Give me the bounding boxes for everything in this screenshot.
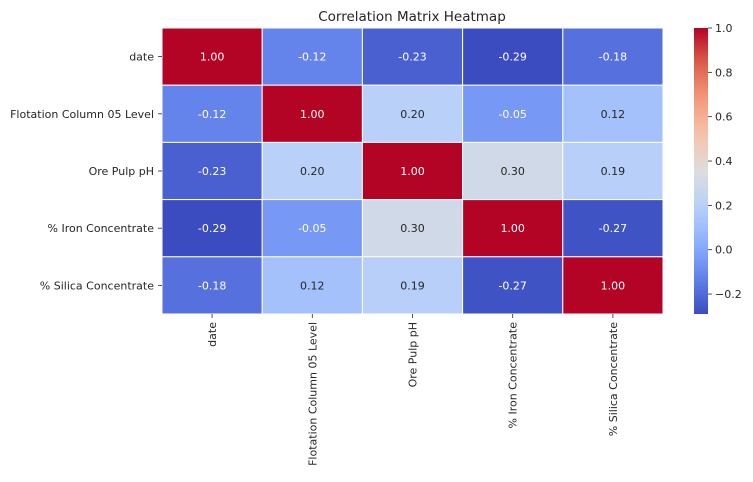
- cell-value-label: 1.00: [500, 222, 525, 235]
- heatmap-cell: [261, 199, 363, 258]
- heatmap-cell: [161, 27, 263, 86]
- cell-value-label: -0.29: [498, 51, 526, 64]
- colorbar-tick-label: 1.0: [715, 22, 733, 35]
- x-axis-ticks: date Flotation Column 05 Level Ore Pulp pH…: [206, 314, 620, 466]
- cell-value-label: 0.30: [500, 165, 525, 178]
- heatmap-cell: [361, 199, 464, 258]
- colorbar-tick-label: 0.0: [715, 244, 733, 257]
- cell-value-label: 1.00: [200, 51, 225, 64]
- y-axis-ticks: date Flotation Column 05 Level Ore Pulp pH…: [10, 51, 162, 292]
- cell-value-label: 0.30: [400, 222, 425, 235]
- colorbar: [694, 28, 708, 314]
- cell-value-label: -0.27: [599, 222, 627, 235]
- cell-value-label: -0.27: [498, 279, 526, 292]
- cell-value-label: 0.19: [601, 165, 626, 178]
- heatmap-cell: [161, 84, 263, 143]
- cell-value-label: -0.12: [298, 51, 326, 64]
- y-tick-label: Flotation Column 05 Level: [10, 108, 154, 121]
- cell-value-label: -0.12: [198, 108, 226, 121]
- y-tick-label: % Iron Concentrate: [48, 222, 155, 235]
- heatmap-cells: 1.00 -0.12 -0.23 -0.29 -0.18 -0.12 1.00 0.20 -0.…: [161, 27, 664, 315]
- colorbar-tick-label: 0.4: [715, 155, 733, 168]
- heatmap-cell: [462, 141, 564, 201]
- cell-value-label: 0.12: [300, 279, 325, 292]
- heatmap-cell: [361, 27, 464, 86]
- colorbar-ticks: −0.2 0.0 0.2 0.4 0.6 0.8 1.0: [708, 22, 742, 301]
- heatmap-cell: [562, 199, 664, 258]
- colorbar-tick-label: 0.2: [715, 199, 733, 212]
- cell-value-label: 1.00: [400, 165, 425, 178]
- heatmap-cell: [562, 27, 664, 86]
- x-tick-label: % Iron Concentrate: [507, 322, 520, 429]
- x-tick-label: date: [206, 322, 219, 347]
- cell-value-label: -0.18: [198, 279, 226, 292]
- x-tick-label: % Silica Concentrate: [607, 322, 620, 436]
- chart-title: Correlation Matrix Heatmap: [318, 9, 506, 25]
- y-tick-label: % Silica Concentrate: [40, 279, 154, 292]
- colorbar-tick-label: −0.2: [715, 288, 742, 301]
- colorbar-tick-label: 0.8: [715, 66, 733, 79]
- heatmap-cell: [361, 256, 464, 315]
- heatmap-cell: [361, 84, 464, 143]
- colorbar-tick-label: 0.6: [715, 111, 733, 124]
- cell-value-label: -0.05: [298, 222, 326, 235]
- heatmap-cell: [261, 27, 363, 86]
- heatmap-cell: [161, 256, 263, 315]
- x-tick-label: Flotation Column 05 Level: [306, 322, 319, 466]
- heatmap-cell: [261, 256, 363, 315]
- heatmap-cell: [562, 256, 664, 315]
- heatmap-cell: [562, 141, 664, 201]
- heatmap-cell: [462, 199, 564, 258]
- heatmap-cell: [261, 141, 363, 201]
- cell-value-label: -0.23: [198, 165, 226, 178]
- colorbar-gradient: [694, 28, 708, 314]
- heatmap-cell: [361, 141, 464, 201]
- cell-value-label: 1.00: [300, 108, 325, 121]
- x-tick-label: Ore Pulp pH: [407, 322, 420, 387]
- heatmap-cell: [562, 84, 664, 143]
- y-tick-label: Ore Pulp pH: [89, 165, 154, 178]
- cell-value-label: 0.12: [601, 108, 626, 121]
- cell-value-label: 0.20: [300, 165, 325, 178]
- cell-value-label: 0.19: [400, 279, 425, 292]
- cell-value-label: 1.00: [601, 279, 626, 292]
- heatmap-cell: [462, 27, 564, 86]
- cell-value-label: 0.20: [400, 108, 425, 121]
- y-tick-label: date: [129, 51, 154, 64]
- cell-value-label: -0.18: [599, 51, 627, 64]
- cell-value-label: -0.05: [498, 108, 526, 121]
- cell-value-label: -0.23: [398, 51, 426, 64]
- cell-value-label: -0.29: [198, 222, 226, 235]
